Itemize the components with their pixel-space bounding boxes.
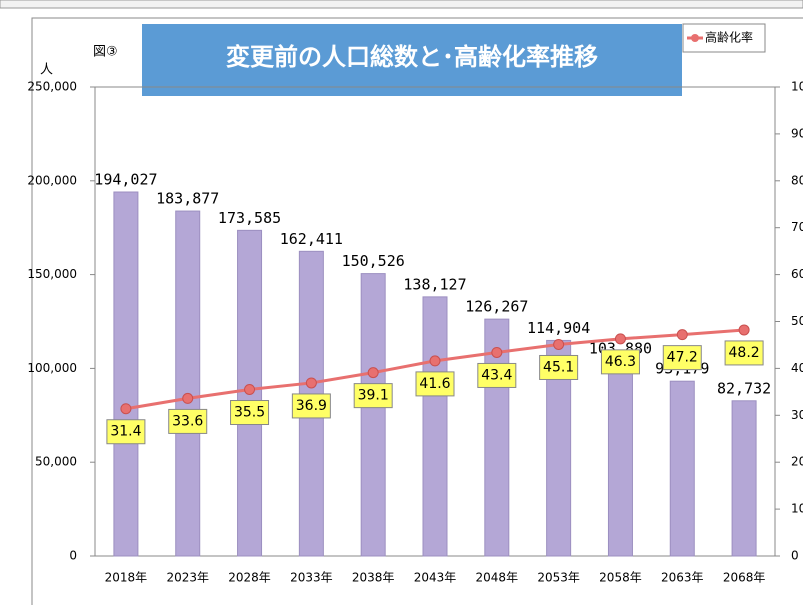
point-label: 46.3 [605,354,636,370]
y2-tick-label: 100 [791,80,803,94]
bar [731,400,757,557]
y-tick-label: 0 [69,549,77,563]
chart-title: 変更前の人口総数と･高齢化率推移 [226,43,598,71]
x-tick-label: 2018年 [105,571,148,585]
line-marker [676,329,688,341]
y2-tick-label: 0 [791,549,799,563]
y2-tick-label: 80 [791,173,803,187]
point-label-box [291,393,331,419]
legend-label: 高齢化率 [705,30,753,45]
bar [113,191,139,557]
bar [669,380,695,557]
bar-value-label: 173,585 [218,209,281,227]
line-marker [553,338,565,350]
point-label: 48.2 [729,345,760,361]
x-tick-label: 2028年 [228,571,271,585]
point-label-box [724,340,764,366]
line-marker [429,355,441,367]
x-tick-label: 2063年 [661,571,704,585]
y2-tick-label: 20 [791,455,803,469]
x-tick-label: 2023年 [166,571,209,585]
bar [422,296,448,557]
bar [607,360,633,557]
x-tick-label: 2053年 [537,571,580,585]
point-label-box [539,354,579,380]
line-marker [491,346,503,358]
y2-tick-label: 70 [791,220,803,234]
title-box [142,24,682,96]
y-tick-label: 150,000 [27,267,77,281]
bar-value-label: 82,732 [717,379,771,397]
line-marker [305,377,317,389]
line-marker [367,367,379,379]
y-tick-label: 100,000 [27,361,77,375]
x-tick-label: 2033年 [290,571,333,585]
point-label: 45.1 [543,359,574,375]
y2-tick-label: 10 [791,502,803,516]
x-tick-label: 2043年 [414,571,457,585]
line-marker [244,384,256,396]
line-marker [738,324,750,336]
legend-marker [691,34,699,42]
point-label: 36.9 [296,398,327,414]
bar-value-label: 162,411 [280,230,343,248]
y-axis-label: 人 [40,63,53,78]
top-panel [0,0,803,9]
point-label: 39.1 [358,388,389,404]
bar [175,210,201,557]
point-label-box [230,400,270,426]
bar-value-label: 126,267 [465,298,528,316]
point-label: 47.2 [667,350,698,366]
x-tick-label: 2058年 [599,571,642,585]
figure-label: 図③ [93,45,118,60]
y-tick-label: 50,000 [35,455,77,469]
point-label-box [168,408,208,434]
x-tick-label: 2068年 [723,571,766,585]
line-marker [182,392,194,404]
point-label-box [106,419,146,445]
y2-tick-label: 50 [791,314,803,328]
y2-tick-label: 90 [791,126,803,140]
x-tick-label: 2048年 [476,571,519,585]
bar [484,318,510,557]
point-label: 43.4 [481,367,512,383]
bar-value-label: 114,904 [527,319,590,337]
y-tick-label: 200,000 [27,173,77,187]
point-label-box [353,383,393,409]
point-label: 35.5 [234,405,265,421]
y-tick-label: 250,000 [27,80,77,94]
point-label-box [477,362,517,388]
x-tick-label: 2038年 [352,571,395,585]
point-label-box [662,345,702,371]
point-label-box [600,349,640,375]
line-marker [614,333,626,345]
point-label: 31.4 [110,424,141,440]
y2-tick-label: 60 [791,267,803,281]
point-label-box [415,371,455,397]
y2-tick-label: 30 [791,408,803,422]
bar-value-label: 150,526 [342,252,405,270]
point-label: 41.6 [419,376,450,392]
bar-value-label: 194,027 [94,171,157,189]
y2-tick-label: 40 [791,361,803,375]
line-marker [120,403,132,415]
bar-value-label: 138,127 [403,275,466,293]
bar-value-label: 183,877 [156,190,219,208]
point-label: 33.6 [172,413,203,429]
bar [360,273,386,557]
